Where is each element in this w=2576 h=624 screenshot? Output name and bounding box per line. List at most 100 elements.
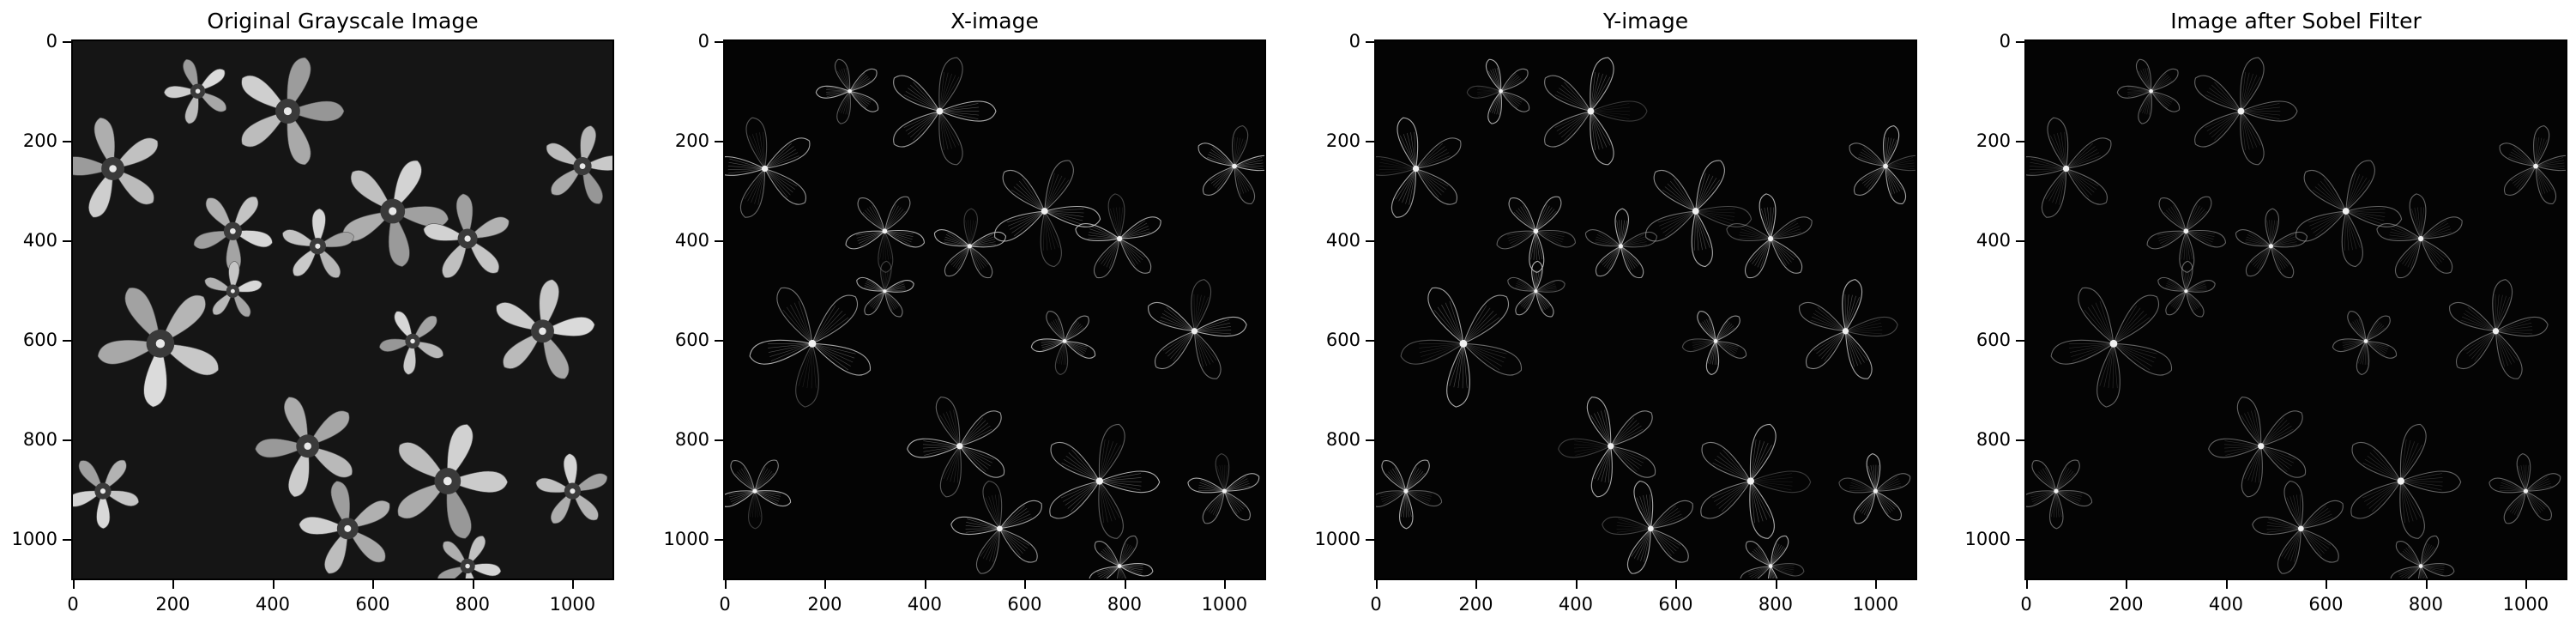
petal [311,208,326,247]
petal-vein [811,307,840,344]
petal-vein [1210,166,1235,184]
flower-stamen [2109,339,2118,348]
petal-vein [980,528,1000,557]
petal-vein [2241,415,2261,446]
petal-vein [2066,148,2098,169]
petal-vein [849,90,870,105]
petal-vein [1861,166,1886,184]
flower-stamen [1062,339,1067,343]
petal-vein [1535,285,1557,292]
petal-edge [1849,142,1887,167]
x-tick-mark [1575,580,1578,589]
petal-vein [1718,481,1752,509]
petal-vein [2518,166,2537,190]
petal-vein [1845,322,1882,332]
petal-vein [1815,310,1846,332]
flower-stamen [1403,488,1409,494]
petal [287,110,311,166]
petal-vein [757,168,765,205]
petal-vein [1415,146,1445,169]
petal-edge [2409,193,2427,240]
flower-stamen [1608,443,1614,450]
petal-vein [1379,490,1406,495]
flower [97,288,219,408]
petal-vein [2147,67,2151,92]
petal-vein [2151,91,2169,109]
petal-vein [751,134,765,169]
petal-vein [2029,166,2066,169]
flower-stamen [967,244,973,249]
x-tick: 400 [2209,580,2243,615]
petal-edge [1770,237,1803,274]
petal-vein [811,343,855,359]
x-tick-mark [1775,580,1777,589]
petal-vein [2345,210,2385,221]
petal-vein [2345,210,2361,248]
petal-edge [2295,210,2348,242]
petal-vein [1507,231,1536,236]
petal-vein [764,148,797,169]
petal-edge [1740,565,1772,579]
y-tick-label: 1000 [1964,528,2011,549]
petal-edge [2112,294,2160,345]
petal-vein [764,168,788,198]
petal-vein [2398,566,2422,575]
petal-vein [2365,341,2368,365]
petal-vein [1090,225,1120,239]
petal-edge [2240,110,2265,166]
petal-edge [1415,137,1462,170]
flower-stamen [1842,328,1849,335]
petal-vein [992,528,1000,562]
petal-vein [2223,445,2261,449]
flower-stamen [410,338,415,344]
petal-edge [1544,75,1592,112]
petal-vein [2301,513,2332,530]
flower-stamen [2062,165,2070,173]
petal-vein [2301,528,2327,552]
petal-vein [2260,445,2294,463]
petal-vein [1405,168,1416,204]
petal-vein [2267,522,2302,530]
petal-edge [2525,490,2552,521]
flower-stamen [1459,339,1468,348]
y-tick-label: 600 [1976,329,2011,350]
petal-vein [2400,439,2411,482]
petal-edge [982,480,1003,530]
petal-vein [2400,566,2422,579]
petal-vein [1875,490,1891,513]
flower [2116,58,2181,124]
flower [1376,459,1443,530]
x-tick-mark [2525,580,2528,589]
flower-stamen [848,88,852,94]
petal-edge [2277,527,2302,574]
petal-vein [1845,318,1881,332]
petal-vein [939,72,949,112]
petal-vein [1010,210,1045,230]
petal-vein [1858,156,1886,167]
petal-vein [1224,490,1246,508]
petal-vein [2535,139,2548,167]
flower-stamen [1767,235,1774,242]
petal-vein [1845,330,1861,365]
petal-vein [2420,542,2428,566]
petal-vein [1885,166,1901,191]
petal-vein [1620,244,1647,247]
petal-vein [1715,325,1734,342]
petal-edge [2246,245,2272,277]
petal-vein [2345,177,2368,212]
flower [1726,193,1813,279]
petal-vein [2266,220,2271,246]
petal-vein [2066,146,2096,169]
petal-edge [2138,89,2152,124]
petal-vein [1119,566,1122,579]
petal-vein [999,528,1023,554]
petal-vein [1477,90,1501,98]
petal-vein [1234,166,1252,191]
petal-vein [1708,318,1716,342]
flower [1400,287,1522,408]
petal-vein [884,291,893,312]
petal-edge [2399,480,2425,539]
petal-vein [2525,490,2547,508]
petal-vein [769,343,813,357]
flower-stamen [539,327,546,336]
